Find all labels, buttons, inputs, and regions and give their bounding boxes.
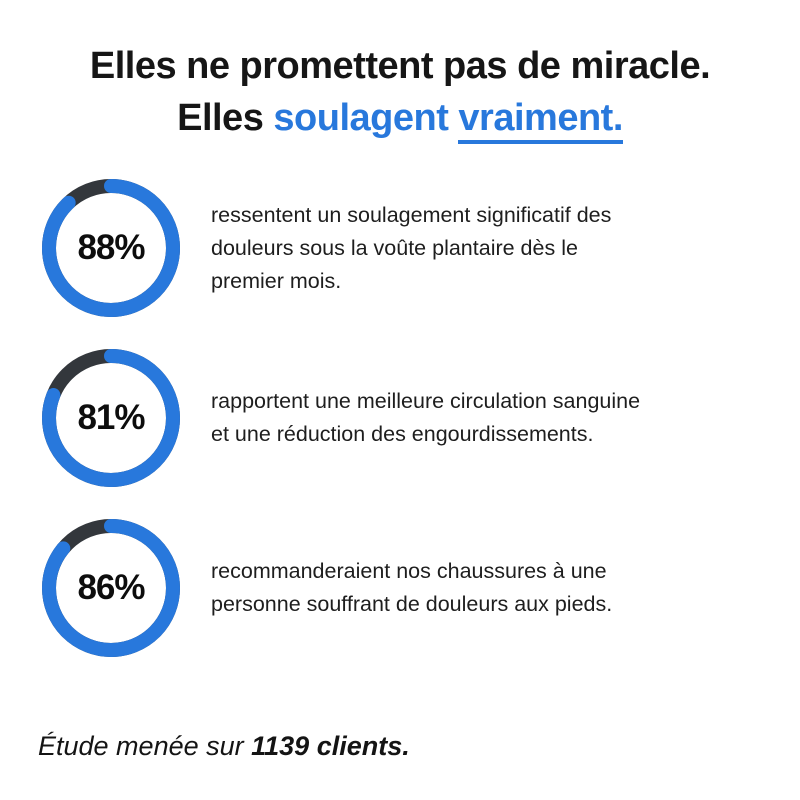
title-line2-prefix: Elles — [177, 97, 264, 140]
stat-description-line: recommanderaient nos chaussures à une — [211, 559, 607, 583]
stat-description-line: ressentent un soulagement significatif d… — [211, 202, 612, 227]
title-line-1: Elles ne promettent pas de miracle. — [89, 45, 711, 87]
stats-list: 88% ressentent un soulagement significat… — [42, 178, 764, 688]
donut-ring-81: 81% — [42, 349, 180, 487]
title-line-2: Elles soulagent vraiment. — [0, 92, 800, 145]
footnote-prefix: Étude menée sur — [38, 731, 244, 761]
ring-value-arc — [42, 519, 180, 657]
percent-value: 86% — [77, 568, 145, 607]
stat-description-line: et une réduction des engourdissements. — [211, 422, 594, 446]
stat-description-line: personne souffrant de douleurs aux pieds… — [211, 592, 613, 616]
ring-value-arc — [42, 349, 180, 487]
donut-ring-svg — [42, 349, 180, 487]
percent-value: 88% — [77, 228, 145, 267]
donut-ring-svg — [42, 179, 180, 317]
stat-row-1: 88% ressentent un soulagement significat… — [42, 178, 764, 318]
stat-row-3: 86% recommanderaient nos chaussures à un… — [42, 518, 764, 658]
stat-description-line: premier mois. — [211, 268, 342, 293]
title-line2-underlined: vraiment. — [458, 97, 623, 145]
donut-ring-svg — [42, 519, 180, 657]
title-line2-highlight: soulagent — [273, 97, 449, 140]
stat-description-line: douleurs sous la voûte plantaire dès le — [211, 235, 578, 260]
stat-description: ressentent un soulagement significatif d… — [211, 199, 611, 298]
page-title: Elles ne promettent pas de miracle. Elle… — [0, 40, 800, 145]
study-footnote: Étude menée sur 1139 clients. — [38, 731, 410, 762]
footnote-emphasis: 1139 clients. — [251, 731, 410, 761]
stat-description: recommanderaient nos chaussures à une pe… — [211, 555, 612, 621]
donut-ring-88: 88% — [42, 179, 180, 317]
stat-description-line: rapportent une meilleure circulation san… — [211, 389, 641, 413]
donut-ring-86: 86% — [42, 519, 180, 657]
ring-value-arc — [42, 179, 180, 317]
stat-description: rapportent une meilleure circulation san… — [211, 385, 640, 451]
stat-row-2: 81% rapportent une meilleure circulation… — [42, 348, 764, 488]
percent-value: 81% — [77, 398, 145, 437]
